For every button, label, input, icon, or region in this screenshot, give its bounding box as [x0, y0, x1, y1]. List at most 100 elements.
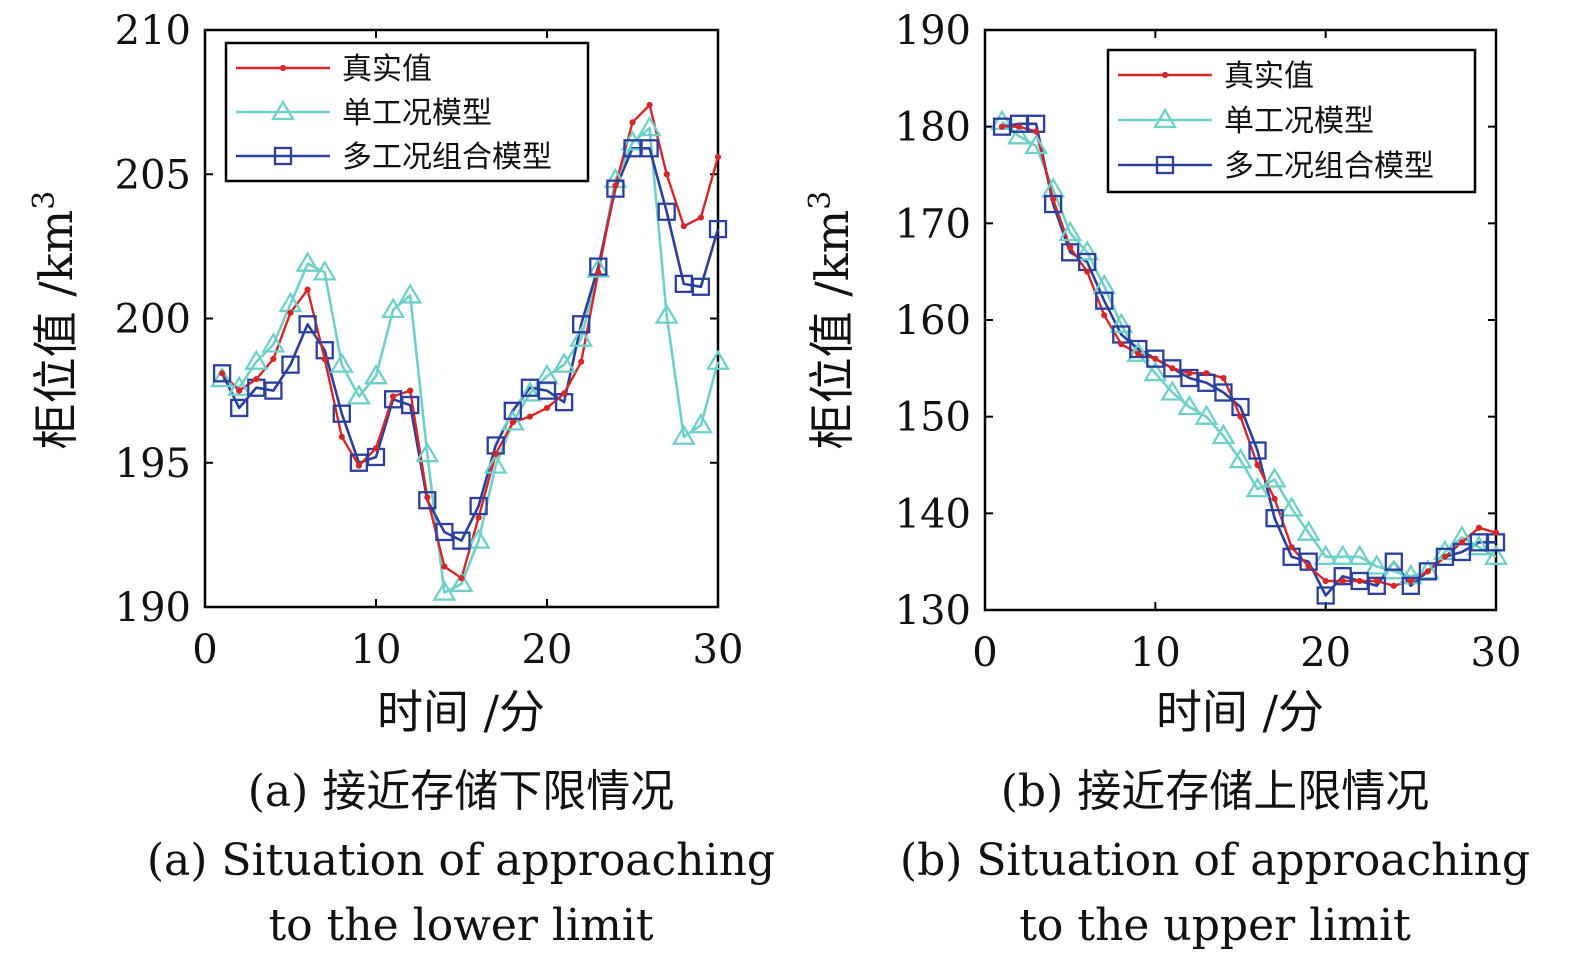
data-point-single-model-b	[1126, 341, 1151, 362]
data-point-true-value-a	[390, 393, 397, 400]
data-point-true-value-b	[1033, 128, 1040, 135]
series-markers-b	[990, 109, 1509, 605]
data-point-single-model-a	[466, 528, 491, 549]
data-point-true-value-a	[629, 119, 636, 126]
caption-en-line1-a: (a) Situation of approaching	[147, 835, 775, 886]
data-point-multi-model-a	[572, 315, 591, 334]
data-point-true-value-b	[1407, 577, 1414, 585]
data-point-single-model-b	[1160, 380, 1185, 401]
legend-label-true-value-a: 真实值	[342, 52, 432, 87]
data-point-single-model-b	[1194, 404, 1219, 425]
data-point-true-value-b	[1254, 461, 1261, 469]
y-tick-label-a: 210	[115, 8, 191, 54]
data-point-single-model-a	[449, 571, 474, 593]
legend-marker-single-model-b	[1152, 107, 1178, 129]
legend-label-multi-model-b: 多工况组合模型	[1224, 149, 1434, 184]
data-point-single-model-b	[1058, 220, 1083, 242]
y-tick-label-a: 195	[115, 441, 191, 487]
data-point-true-value-b	[998, 123, 1006, 130]
data-point-multi-model-b	[1129, 339, 1148, 359]
data-point-true-value-b	[1220, 374, 1227, 382]
data-point-multi-model-a	[298, 315, 317, 334]
data-point-single-model-b	[1262, 467, 1287, 488]
x-tick-label-a: 20	[522, 627, 573, 673]
y-axis-label-sup-a: 3	[27, 191, 62, 210]
data-point-multi-model-a	[264, 381, 283, 400]
legend-marker-multi-model-b	[1155, 155, 1175, 175]
data-point-single-model-a	[569, 326, 594, 347]
data-point-single-model-b	[1075, 240, 1100, 261]
data-point-multi-model-b	[1401, 576, 1420, 595]
data-point-true-value-a	[424, 494, 431, 501]
data-point-single-model-a	[586, 257, 611, 278]
data-point-single-model-b	[1330, 544, 1355, 565]
data-point-single-model-b	[1313, 544, 1338, 565]
data-point-single-model-b	[1109, 312, 1134, 333]
data-point-true-value-a	[561, 390, 568, 397]
legend-marker-single-model-a	[270, 99, 296, 121]
data-point-multi-model-b	[1384, 552, 1403, 571]
y-tick-label-a: 205	[115, 152, 191, 198]
y-axis-label-b: 柜位值 /km3	[803, 191, 859, 450]
data-point-single-model-a	[295, 251, 320, 272]
x-tick-label-b: 10	[1130, 630, 1181, 676]
data-point-single-model-b	[1177, 394, 1202, 416]
data-point-true-value-a	[407, 387, 414, 394]
data-point-true-value-a	[304, 286, 311, 293]
caption-cn-b: (b) 接近存储上限情况	[1001, 766, 1429, 817]
data-point-true-value-a	[458, 575, 465, 582]
data-point-single-model-a	[312, 260, 337, 281]
data-point-true-value-b	[1271, 495, 1278, 502]
data-point-true-value-b	[1322, 577, 1329, 585]
data-point-true-value-b	[1101, 312, 1108, 319]
data-point-multi-model-a	[469, 496, 488, 516]
y-axis-label-sup-b: 3	[803, 191, 838, 210]
series-markers-a	[210, 101, 731, 601]
data-point-true-value-b	[1203, 370, 1210, 377]
x-tick-label-a: 10	[351, 627, 402, 673]
data-point-single-model-a	[398, 283, 423, 304]
data-point-true-value-b	[1169, 365, 1176, 372]
data-point-single-model-a	[244, 349, 269, 370]
data-point-true-value-b	[1390, 582, 1397, 589]
data-point-multi-model-b	[1265, 509, 1284, 528]
data-point-single-model-a	[210, 366, 235, 388]
x-axis-label-b: 时间 /分	[1156, 685, 1324, 739]
data-point-single-model-b	[1466, 534, 1491, 556]
data-point-multi-model-a	[606, 179, 625, 198]
data-point-single-model-b	[1364, 554, 1389, 575]
data-point-multi-model-b	[1418, 562, 1438, 581]
caption-en-line2-b: to the upper limit	[1019, 900, 1411, 951]
series-line-multi-model-a	[220, 147, 720, 542]
data-point-true-value-b	[1288, 544, 1295, 551]
data-point-true-value-b	[1152, 355, 1159, 362]
y-tick-label-a: 200	[115, 297, 191, 343]
data-point-true-value-b	[1339, 577, 1346, 585]
y-axis-label-a: 柜位值 /km3	[27, 191, 83, 450]
data-point-true-value-a	[372, 445, 380, 452]
data-point-true-value-a	[697, 214, 705, 221]
data-point-true-value-a	[646, 101, 653, 109]
legend-label-single-model-a: 单工况模型	[342, 96, 492, 131]
y-axis-label-text-b: 柜位值 /km	[805, 210, 859, 450]
data-point-multi-model-b	[1367, 576, 1386, 595]
data-point-true-value-a	[236, 387, 243, 394]
data-point-true-value-b	[1050, 196, 1057, 203]
data-point-single-model-b	[1347, 544, 1372, 565]
data-point-single-model-a	[261, 332, 286, 353]
data-point-true-value-a	[543, 404, 551, 412]
data-point-single-model-a	[705, 349, 731, 370]
data-point-multi-model-a	[640, 139, 659, 158]
data-point-single-model-b	[1024, 133, 1049, 155]
data-point-multi-model-b	[1146, 349, 1165, 368]
data-point-multi-model-b	[1299, 552, 1318, 571]
data-point-multi-model-b	[1043, 194, 1063, 214]
data-point-single-model-b	[1228, 447, 1253, 469]
data-point-single-model-a	[415, 441, 440, 463]
data-point-true-value-a	[219, 370, 226, 377]
data-point-multi-model-b	[1061, 243, 1080, 262]
data-point-true-value-b	[1237, 413, 1244, 420]
data-point-single-model-b	[1007, 124, 1032, 145]
